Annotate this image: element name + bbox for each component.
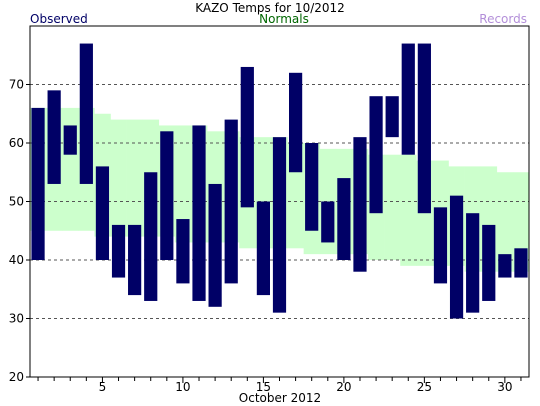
x-tick-label-15: 15: [256, 380, 271, 394]
observed-bar-day-9: [160, 131, 174, 260]
x-tick-label-5: 5: [99, 380, 107, 394]
observed-bar-day-3: [63, 125, 77, 155]
observed-bar-day-24: [401, 43, 415, 155]
observed-bar-day-20: [337, 178, 351, 260]
x-tick-label-30: 30: [497, 380, 512, 394]
plot-area: 20 30 40 50 60 70 5 10 15 20 25 30: [9, 25, 530, 394]
normals-range-day-31: [512, 172, 530, 272]
observed-bar-day-4: [79, 43, 93, 184]
normals-range-day-24: [400, 154, 417, 266]
observed-bar-day-19: [321, 201, 335, 243]
legend-normals: Normals: [259, 12, 309, 26]
x-axis-label: October 2012: [239, 391, 321, 405]
normals-range-day-7: [126, 119, 143, 237]
observed-bar-day-23: [385, 96, 399, 138]
observed-bar-day-18: [305, 143, 319, 231]
x-tick-label-25: 25: [417, 380, 432, 394]
observed-bar-day-2: [47, 90, 61, 184]
y-tick-label-50: 50: [9, 195, 24, 209]
legend-observed: Observed: [30, 12, 88, 26]
observed-bar-day-16: [272, 137, 287, 313]
observed-bar-day-8: [144, 172, 158, 301]
observed-bar-day-21: [353, 137, 367, 272]
observed-bar-day-25: [417, 43, 431, 214]
observed-bar-day-5: [95, 166, 110, 260]
y-tick-label-40: 40: [9, 253, 24, 267]
observed-bar-day-31: [514, 248, 528, 278]
observed-bar-day-14: [240, 66, 254, 208]
normals-range-day-30: [496, 172, 514, 272]
observed-bar-day-13: [224, 119, 238, 284]
y-tick-label-70: 70: [9, 78, 24, 92]
observed-bar-day-12: [208, 183, 222, 307]
observed-bar-day-22: [369, 96, 383, 214]
chart-title: KAZO Temps for 10/2012: [195, 1, 345, 15]
y-tick-label-20: 20: [9, 370, 24, 384]
normals-range-day-6: [110, 119, 127, 237]
observed-bar-day-6: [111, 224, 126, 278]
observed-bar-day-15: [256, 201, 270, 296]
y-tick-label-30: 30: [9, 312, 24, 326]
observed-bar-day-28: [466, 213, 480, 313]
observed-bar-day-10: [176, 219, 190, 284]
observed-bar-day-17: [289, 72, 303, 173]
observed-bar-day-30: [498, 254, 512, 278]
normals-range-day-10: [174, 125, 192, 243]
observed-bar-day-26: [433, 207, 448, 284]
x-tick-label-20: 20: [336, 380, 351, 394]
legend-records: Records: [479, 12, 527, 26]
y-tick-label-60: 60: [9, 136, 24, 150]
x-tick-label-10: 10: [175, 380, 190, 394]
observed-bar-day-11: [192, 125, 206, 301]
normals-range-day-23: [384, 154, 401, 260]
observed-bar-day-1: [31, 107, 45, 261]
observed-bar-day-7: [128, 224, 142, 296]
observed-bar-day-29: [482, 224, 496, 301]
observed-bar-day-27: [449, 195, 464, 319]
